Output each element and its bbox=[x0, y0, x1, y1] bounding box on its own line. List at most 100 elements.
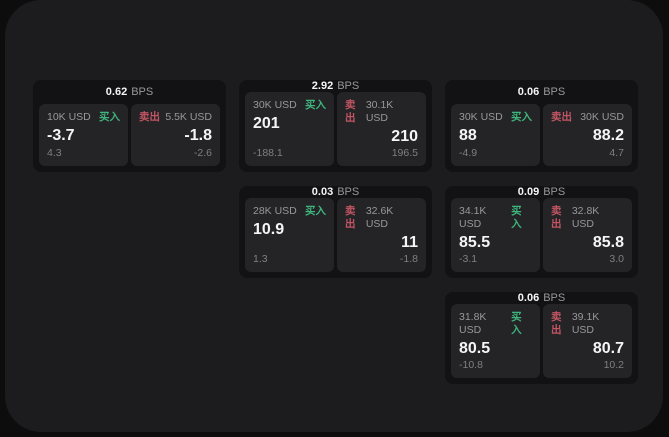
buy-price: 10.9 bbox=[253, 221, 285, 238]
quote-card: 0.06 BPS 31.8K USD 买入 80.5 -10.8 卖出 39.1… bbox=[445, 292, 638, 384]
bps-unit-label: BPS bbox=[337, 80, 360, 92]
sell-sub-value: -2.6 bbox=[193, 147, 212, 159]
buy-price: -3.7 bbox=[47, 127, 75, 144]
buy-label: 买入 bbox=[511, 111, 532, 123]
buy-label: 买入 bbox=[511, 205, 522, 230]
buy-amount: 10K USD bbox=[47, 111, 91, 123]
bps-header: 0.06 BPS bbox=[445, 292, 638, 304]
sell-quote-tile[interactable]: 卖出 32.6K USD 11 -1.8 bbox=[337, 198, 426, 272]
sell-quote-tile[interactable]: 卖出 39.1K USD 80.7 10.2 bbox=[543, 304, 632, 378]
buy-quote-tile[interactable]: 31.8K USD 买入 80.5 -10.8 bbox=[451, 304, 540, 378]
buy-quote-tile[interactable]: 30K USD 买入 88 -4.9 bbox=[451, 104, 540, 166]
buy-price: 85.5 bbox=[459, 234, 491, 251]
sell-label: 卖出 bbox=[345, 99, 356, 124]
sell-price: 11 bbox=[401, 234, 418, 251]
bps-header: 0.06 BPS bbox=[445, 80, 638, 104]
buy-tile-header: 30K USD 买入 bbox=[253, 99, 326, 112]
sell-amount: 30K USD bbox=[580, 111, 624, 123]
quote-card-body: 28K USD 买入 10.9 1.3 卖出 32.6K USD 11 -1.8 bbox=[239, 198, 432, 278]
buy-sub-value: -3.1 bbox=[459, 253, 478, 265]
sell-quote-tile[interactable]: 卖出 30.1K USD 210 196.5 bbox=[337, 92, 426, 166]
bps-unit-label: BPS bbox=[543, 86, 566, 98]
bps-header: 0.62 BPS bbox=[33, 80, 226, 104]
quote-card: 0.09 BPS 34.1K USD 买入 85.5 -3.1 卖出 32.8K… bbox=[445, 186, 638, 278]
bps-unit-label: BPS bbox=[543, 186, 566, 198]
bps-value: 0.09 bbox=[517, 186, 540, 198]
sell-tile-header: 卖出 32.6K USD bbox=[345, 205, 418, 231]
sell-tile-header: 卖出 30K USD bbox=[551, 111, 624, 124]
quote-card: 0.62 BPS 10K USD 买入 -3.7 4.3 卖出 5.5K USD… bbox=[33, 80, 226, 172]
bps-header: 0.09 BPS bbox=[445, 186, 638, 198]
buy-sub-value: -10.8 bbox=[459, 359, 483, 371]
buy-tile-header: 10K USD 买入 bbox=[47, 111, 120, 124]
quote-card: 0.06 BPS 30K USD 买入 88 -4.9 卖出 30K USD 8… bbox=[445, 80, 638, 172]
sell-amount: 30.1K USD bbox=[365, 99, 394, 124]
bps-header: 0.03 BPS bbox=[239, 186, 432, 198]
sell-price: 85.8 bbox=[592, 234, 624, 251]
buy-sub-value: -188.1 bbox=[253, 147, 283, 159]
bps-unit-label: BPS bbox=[543, 292, 566, 304]
buy-sub-value: -4.9 bbox=[459, 147, 478, 159]
sell-label: 卖出 bbox=[345, 205, 356, 230]
quote-card-body: 30K USD 买入 201 -188.1 卖出 30.1K USD 210 1… bbox=[239, 92, 432, 172]
quote-card-body: 10K USD 买入 -3.7 4.3 卖出 5.5K USD -1.8 -2.… bbox=[33, 104, 226, 172]
sell-sub-value: 196.5 bbox=[391, 147, 418, 159]
sell-price: 88.2 bbox=[592, 127, 624, 144]
sell-amount: 5.5K USD bbox=[165, 111, 212, 123]
bps-value: 0.62 bbox=[105, 86, 128, 98]
buy-tile-header: 28K USD 买入 bbox=[253, 205, 326, 218]
sell-label: 卖出 bbox=[551, 205, 562, 230]
sell-label: 卖出 bbox=[139, 111, 160, 123]
buy-tile-header: 34.1K USD 买入 bbox=[459, 205, 532, 231]
buy-amount: 30K USD bbox=[253, 99, 297, 111]
sell-label: 卖出 bbox=[551, 311, 562, 336]
sell-tile-header: 卖出 32.8K USD bbox=[551, 205, 624, 231]
sell-amount: 32.6K USD bbox=[365, 205, 394, 230]
buy-label: 买入 bbox=[305, 99, 326, 111]
buy-quote-tile[interactable]: 34.1K USD 买入 85.5 -3.1 bbox=[451, 198, 540, 272]
quote-card-body: 30K USD 买入 88 -4.9 卖出 30K USD 88.2 4.7 bbox=[445, 104, 638, 172]
sell-sub-value: 4.7 bbox=[609, 147, 624, 159]
buy-label: 买入 bbox=[99, 111, 120, 123]
sell-quote-tile[interactable]: 卖出 32.8K USD 85.8 3.0 bbox=[543, 198, 632, 272]
quote-card-body: 34.1K USD 买入 85.5 -3.1 卖出 32.8K USD 85.8… bbox=[445, 198, 638, 278]
sell-tile-header: 卖出 30.1K USD bbox=[345, 99, 418, 125]
bps-value: 0.03 bbox=[311, 186, 334, 198]
buy-tile-header: 30K USD 买入 bbox=[459, 111, 532, 124]
buy-price: 80.5 bbox=[459, 340, 491, 357]
buy-tile-header: 31.8K USD 买入 bbox=[459, 311, 532, 337]
quote-card: 0.03 BPS 28K USD 买入 10.9 1.3 卖出 32.6K US… bbox=[239, 186, 432, 278]
bps-unit-label: BPS bbox=[337, 186, 360, 198]
sell-price: -1.8 bbox=[184, 127, 212, 144]
buy-quote-tile[interactable]: 10K USD 买入 -3.7 4.3 bbox=[39, 104, 128, 166]
sell-amount: 39.1K USD bbox=[571, 311, 600, 336]
buy-sub-value: 4.3 bbox=[47, 147, 62, 159]
bps-value: 2.92 bbox=[311, 80, 334, 92]
sell-tile-header: 卖出 39.1K USD bbox=[551, 311, 624, 337]
sell-sub-value: 10.2 bbox=[603, 359, 624, 371]
bps-value: 0.06 bbox=[517, 86, 540, 98]
sell-quote-tile[interactable]: 卖出 5.5K USD -1.8 -2.6 bbox=[131, 104, 220, 166]
buy-amount: 30K USD bbox=[459, 111, 503, 123]
buy-label: 买入 bbox=[305, 205, 326, 217]
buy-quote-tile[interactable]: 28K USD 买入 10.9 1.3 bbox=[245, 198, 334, 272]
buy-amount: 28K USD bbox=[253, 205, 297, 217]
bps-value: 0.06 bbox=[517, 292, 540, 304]
bps-unit-label: BPS bbox=[131, 86, 154, 98]
quote-card-body: 31.8K USD 买入 80.5 -10.8 卖出 39.1K USD 80.… bbox=[445, 304, 638, 384]
buy-label: 买入 bbox=[511, 311, 522, 336]
sell-sub-value: 3.0 bbox=[609, 253, 624, 265]
buy-amount: 34.1K USD bbox=[459, 205, 487, 230]
buy-quote-tile[interactable]: 30K USD 买入 201 -188.1 bbox=[245, 92, 334, 166]
quote-cards-grid: 0.62 BPS 10K USD 买入 -3.7 4.3 卖出 5.5K USD… bbox=[33, 80, 638, 384]
buy-price: 201 bbox=[253, 115, 280, 132]
sell-price: 80.7 bbox=[592, 340, 624, 357]
sell-amount: 32.8K USD bbox=[571, 205, 600, 230]
buy-amount: 31.8K USD bbox=[459, 311, 487, 336]
sell-sub-value: -1.8 bbox=[399, 253, 418, 265]
sell-quote-tile[interactable]: 卖出 30K USD 88.2 4.7 bbox=[543, 104, 632, 166]
sell-label: 卖出 bbox=[551, 111, 572, 123]
buy-sub-value: 1.3 bbox=[253, 253, 268, 265]
bps-header: 2.92 BPS bbox=[239, 80, 432, 92]
quote-card: 2.92 BPS 30K USD 买入 201 -188.1 卖出 30.1K … bbox=[239, 80, 432, 172]
